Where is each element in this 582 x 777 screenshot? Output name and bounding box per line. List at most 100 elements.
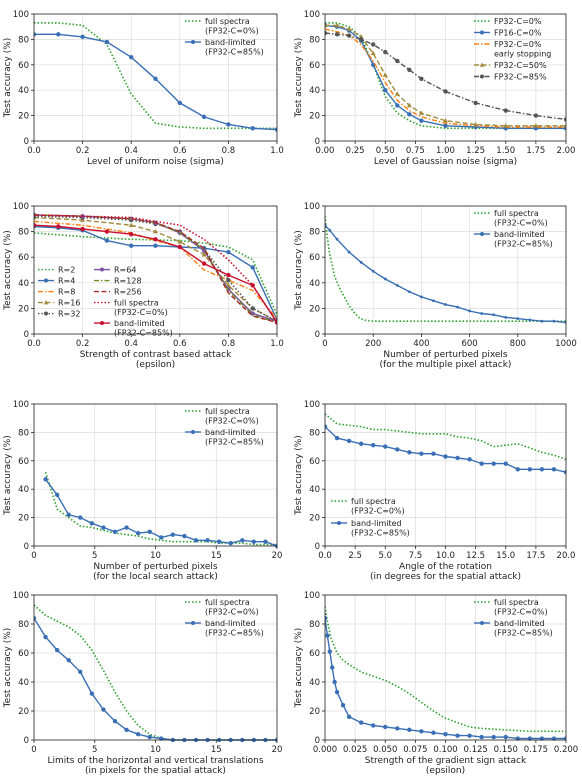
data-point bbox=[325, 22, 328, 28]
data-point bbox=[395, 58, 400, 64]
chart-panel-2: 0.00 0.25 0.50 0.75 1.00 1.25 1.50 1.75 2.00 0 20 4… bbox=[294, 10, 575, 167]
data-point bbox=[503, 461, 508, 466]
legend-label: full spectra bbox=[205, 598, 250, 607]
series-8 bbox=[34, 214, 277, 324]
legend-label: (FP32-C=0%) bbox=[205, 608, 259, 617]
data-point bbox=[325, 616, 328, 621]
series-2 bbox=[34, 32, 277, 132]
x-tick-label: 17.5 bbox=[526, 551, 545, 561]
data-point bbox=[101, 707, 106, 712]
legend-marker bbox=[43, 300, 49, 305]
chart-panel-1: 0.0 0.2 0.4 0.6 0.8 1.0 0 20 40 60 80 100 Level of u… bbox=[3, 10, 284, 167]
data-point bbox=[383, 724, 388, 730]
legend-label: R=128 bbox=[114, 277, 142, 286]
x-tick-label: 20.0 bbox=[557, 551, 576, 561]
legend: full spectra(FP32-C=0%) band-limited(FP32… bbox=[185, 17, 264, 57]
legend-label: early stopping bbox=[494, 50, 551, 59]
data-point bbox=[334, 22, 340, 28]
legend-marker bbox=[191, 621, 195, 625]
legend-label: R=8 bbox=[58, 288, 75, 297]
legend-label: FP32-C=85% bbox=[494, 73, 547, 82]
y-tick-label: 40 bbox=[18, 678, 29, 688]
legend-label: (FP32-C=85%) bbox=[351, 529, 410, 538]
x-axis-label: Number of perturbed pixels bbox=[383, 350, 508, 360]
legend-marker bbox=[479, 62, 485, 67]
data-point bbox=[193, 538, 199, 543]
data-point bbox=[153, 229, 158, 234]
x-tick-label: 1.25 bbox=[466, 146, 485, 156]
data-point bbox=[383, 49, 388, 55]
x-tick-label: 15 bbox=[211, 551, 222, 561]
data-point bbox=[325, 424, 328, 429]
data-point bbox=[228, 540, 233, 546]
series-1 bbox=[34, 22, 277, 130]
data-point bbox=[159, 535, 164, 540]
chart-panel-6: 0.0 2.5 5.0 7.5 10.0 12.5 15.0 17.5 20.0 0 20 40 60 8… bbox=[294, 400, 575, 582]
series-line bbox=[325, 24, 566, 130]
legend-label: full spectra bbox=[494, 209, 539, 218]
data-point bbox=[34, 223, 37, 228]
x-tick-label: 20 bbox=[272, 551, 283, 561]
data-point bbox=[226, 272, 231, 278]
data-point bbox=[540, 319, 544, 323]
data-point bbox=[201, 252, 207, 257]
legend-marker bbox=[480, 74, 484, 79]
data-point bbox=[370, 50, 376, 56]
data-point bbox=[201, 114, 207, 120]
y-tick-label: 60 bbox=[18, 61, 29, 71]
y-tick-label: 100 bbox=[13, 202, 29, 212]
data-point bbox=[359, 260, 363, 264]
data-point bbox=[407, 67, 412, 73]
data-point bbox=[432, 299, 435, 303]
data-point bbox=[250, 283, 255, 288]
data-point bbox=[431, 730, 436, 735]
y-tick-label: 100 bbox=[304, 400, 320, 410]
data-point bbox=[371, 723, 376, 728]
data-point bbox=[54, 492, 60, 498]
chart-panel-4: 0 200 400 600 800 1000 0 20 40 60 80 100 Number of p… bbox=[294, 202, 577, 370]
data-point bbox=[89, 521, 95, 526]
legend-label: band-limited bbox=[205, 619, 256, 628]
legend-label: (FP32-C=85%) bbox=[205, 48, 264, 57]
data-point bbox=[104, 238, 110, 243]
legend-marker bbox=[100, 267, 104, 272]
x-tick-label: 12.5 bbox=[466, 551, 485, 561]
data-point bbox=[419, 729, 424, 734]
data-point bbox=[56, 32, 61, 37]
legend-label: band-limited bbox=[494, 619, 545, 628]
data-point bbox=[492, 313, 496, 317]
x-axis-sublabel: (for the local search attack) bbox=[93, 572, 218, 582]
y-tick-label: 20 bbox=[18, 112, 29, 122]
y-axis-label: Test accuracy (%) bbox=[3, 38, 13, 119]
data-point bbox=[147, 734, 152, 740]
x-tick-label: 1.0 bbox=[270, 339, 284, 349]
legend: full spectra(FP32-C=0%) band-limited(FP32… bbox=[474, 209, 553, 249]
data-point bbox=[340, 703, 346, 708]
x-axis-label: Strength of the gradient sign attack bbox=[365, 756, 527, 766]
x-axis-sublabel: (for the multiple pixel attack) bbox=[380, 360, 512, 370]
y-tick-label: 40 bbox=[309, 485, 320, 495]
x-tick-label: 0.8 bbox=[222, 146, 236, 156]
data-point bbox=[527, 467, 533, 472]
x-tick-label: 600 bbox=[461, 339, 477, 349]
y-tick-label: 0 bbox=[24, 330, 29, 340]
data-point bbox=[473, 121, 479, 127]
y-tick-label: 0 bbox=[315, 542, 320, 552]
data-point bbox=[124, 525, 129, 530]
data-point bbox=[112, 718, 118, 724]
data-point bbox=[251, 539, 257, 544]
y-tick-label: 80 bbox=[309, 620, 320, 630]
legend-label: band-limited bbox=[205, 428, 256, 437]
y-tick-label: 60 bbox=[309, 649, 320, 659]
legend-label: (FP32-C=0%) bbox=[494, 608, 548, 617]
data-point bbox=[419, 118, 424, 123]
y-axis-label: Test accuracy (%) bbox=[294, 435, 304, 516]
data-point bbox=[455, 733, 460, 738]
data-point bbox=[552, 319, 556, 323]
data-point bbox=[407, 112, 412, 117]
data-point bbox=[346, 714, 352, 719]
data-point bbox=[56, 224, 61, 229]
y-tick-label: 60 bbox=[18, 253, 29, 263]
x-axis-label: Level of Gaussian noise (sigma) bbox=[374, 157, 517, 167]
y-tick-label: 0 bbox=[315, 330, 320, 340]
